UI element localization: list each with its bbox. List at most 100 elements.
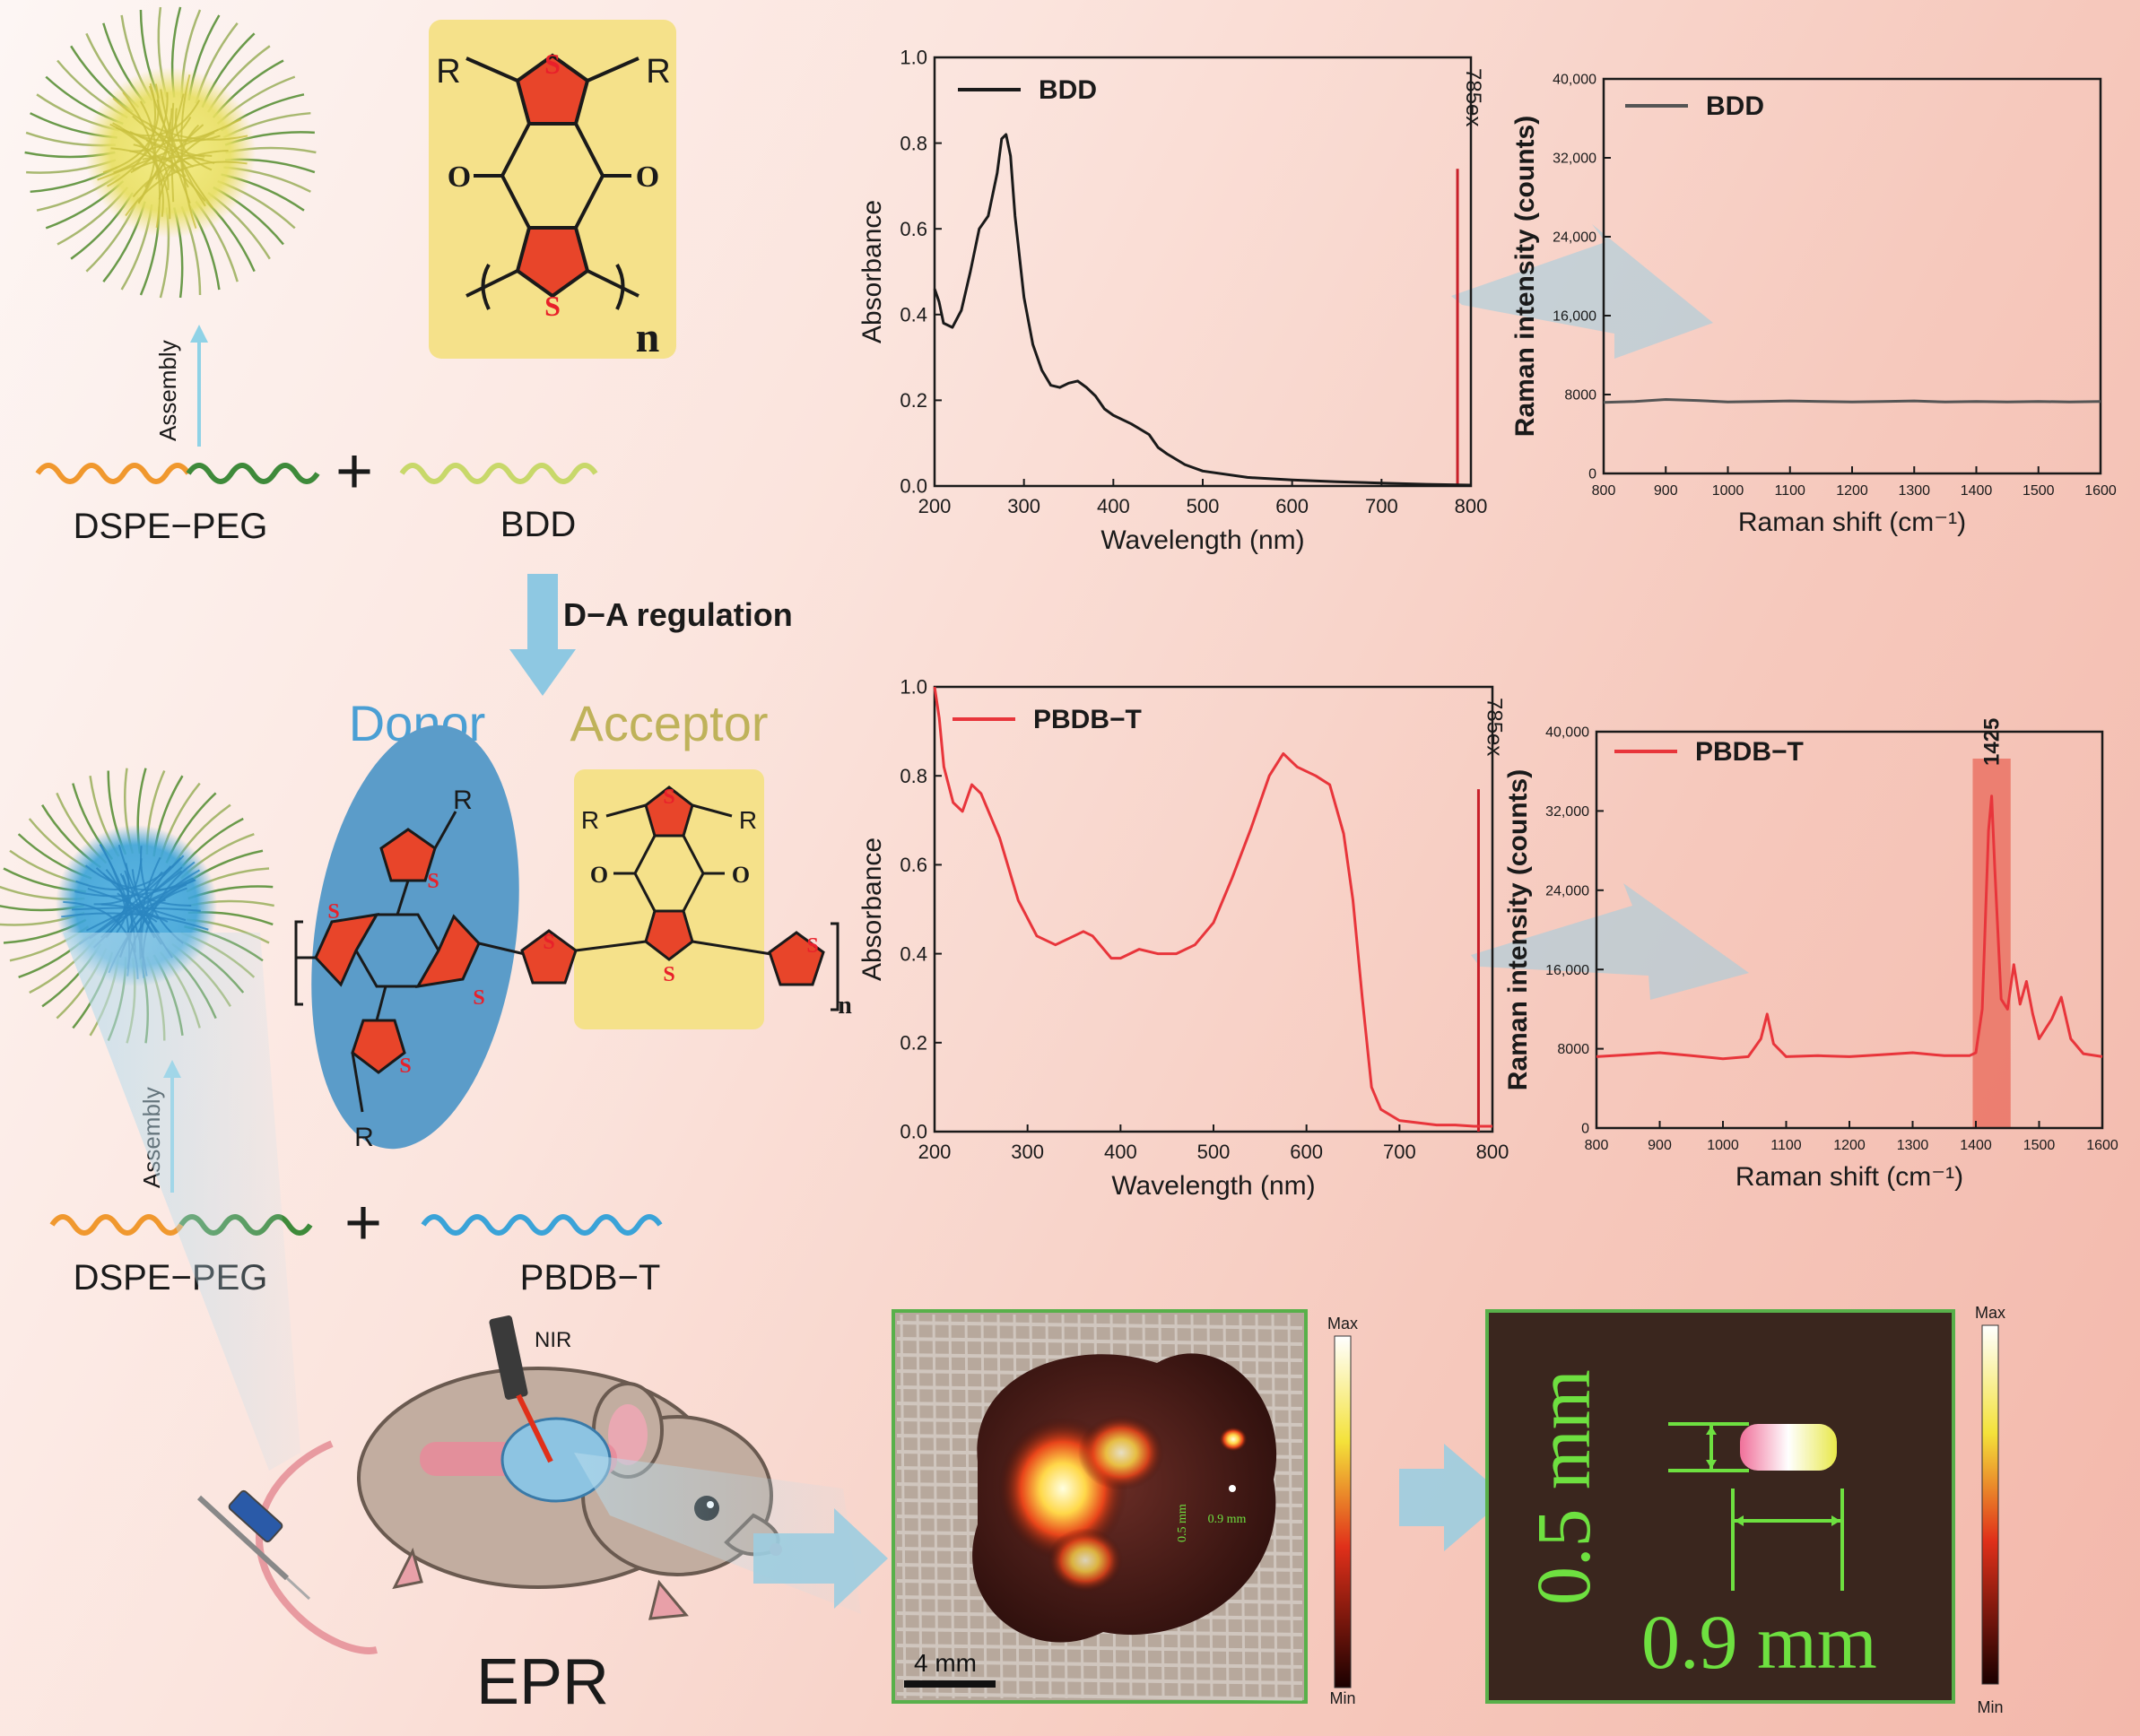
x-tick-label: 1500 bbox=[2023, 1138, 2056, 1153]
y-tick-label: 0 bbox=[1581, 1122, 1589, 1137]
y-axis-label: Raman intensity (counts) bbox=[1503, 769, 1533, 1090]
y-tick-label: 1.0 bbox=[900, 676, 927, 699]
peak-label: 1425 bbox=[1980, 718, 2005, 766]
y-axis-label: Absorbance bbox=[857, 200, 887, 343]
x-tick-label: 1200 bbox=[1833, 1138, 1866, 1153]
da-arrowhead bbox=[509, 649, 576, 696]
x-tick-label: 500 bbox=[1187, 495, 1220, 517]
legend-label: PBDB−T bbox=[1033, 705, 1142, 734]
x-tick-label: 400 bbox=[1097, 495, 1130, 517]
y-tick-label: 32,000 bbox=[1545, 804, 1589, 820]
small-scale-0-5: 0.5 mm bbox=[1176, 1504, 1189, 1542]
oxygen-label: O bbox=[448, 161, 471, 194]
y-tick-label: 0.2 bbox=[900, 389, 927, 412]
r-group-label: R bbox=[581, 806, 599, 834]
sulfur-label: S bbox=[427, 870, 439, 893]
x-tick-label: 1600 bbox=[2084, 483, 2117, 499]
x-tick-label: 1000 bbox=[1712, 483, 1744, 499]
sulfur-label: S bbox=[544, 290, 561, 322]
y-tick-label: 8000 bbox=[1564, 388, 1596, 404]
colorbar-1 bbox=[1335, 1336, 1351, 1688]
colorbar-1-max: Max bbox=[1327, 1315, 1358, 1332]
x-tick-label: 1500 bbox=[2023, 483, 2055, 499]
x-tick-label: 1300 bbox=[1898, 483, 1930, 499]
pbdbt-structure: S R S S S R S S R R O O bbox=[286, 712, 852, 1163]
x-tick-label: 200 bbox=[918, 495, 952, 517]
repeat-n-label: n bbox=[636, 314, 660, 361]
acceptor-title: Acceptor bbox=[570, 695, 769, 751]
colorbar-2-max: Max bbox=[1975, 1304, 2005, 1322]
nir-label: NIR bbox=[535, 1328, 571, 1352]
y-tick-label: 40,000 bbox=[1545, 725, 1589, 741]
x-tick-label: 1400 bbox=[1961, 483, 1993, 499]
y-tick-label: 16,000 bbox=[1553, 309, 1596, 325]
bdd-structure: S R R O O S n bbox=[429, 20, 676, 361]
x-axis-label: Raman shift (cm⁻¹) bbox=[1735, 1162, 1963, 1192]
x-tick-label: 900 bbox=[1648, 1138, 1672, 1153]
r-group-label: R bbox=[436, 53, 460, 91]
y-tick-label: 0.0 bbox=[900, 475, 927, 498]
repeat-n-label: n bbox=[838, 992, 852, 1020]
y-tick-label: 0.2 bbox=[900, 1032, 927, 1055]
sulfur-label: S bbox=[806, 934, 818, 958]
y-tick-label: 0.6 bbox=[900, 854, 927, 876]
x-axis-label: Raman shift (cm⁻¹) bbox=[1738, 508, 1966, 537]
y-tick-label: 0 bbox=[1588, 467, 1596, 482]
da-arrow-shaft bbox=[527, 574, 558, 651]
x-tick-label: 1600 bbox=[2086, 1138, 2118, 1153]
big-scale-0-5: 0.5 mm bbox=[1520, 1369, 1606, 1605]
x-tick-label: 800 bbox=[1585, 1138, 1609, 1153]
plot-frame bbox=[935, 57, 1471, 486]
scale-bar-label: 4 mm bbox=[914, 1649, 977, 1677]
assembly-label-1: Assembly bbox=[154, 340, 181, 441]
pbdbt-absorbance-chart: 200 300 400 500 600 700 800 0.0 0.2 0.4 0.6 0.8 1.0 W… bbox=[857, 676, 1509, 1201]
big-scale-0-9: 0.9 mm bbox=[1641, 1599, 1877, 1685]
oxygen-label: O bbox=[590, 862, 608, 888]
x-tick-label: 200 bbox=[918, 1141, 952, 1163]
y-tick-label: 0.4 bbox=[900, 942, 927, 965]
y-tick-label: 40,000 bbox=[1553, 73, 1596, 88]
tumor-photo-panel: 0.5 mm 0.9 mm 4 mm Max Min bbox=[893, 1311, 1358, 1707]
pbdbt-chain bbox=[423, 1217, 660, 1233]
da-regulation-label: D−A regulation bbox=[563, 596, 793, 633]
bdd-label: BDD bbox=[500, 505, 576, 544]
sulfur-label: S bbox=[327, 900, 339, 924]
y-axis-label: Raman intensity (counts) bbox=[1510, 116, 1540, 437]
syringe-icon bbox=[199, 1489, 309, 1599]
legend-label: PBDB−T bbox=[1695, 737, 1804, 767]
y-tick-label: 32,000 bbox=[1553, 152, 1596, 167]
zoom-panel: 0.5 mm 0.9 mm Max Min bbox=[1487, 1304, 2005, 1716]
x-tick-label: 400 bbox=[1104, 1141, 1137, 1163]
oxygen-label: O bbox=[636, 161, 659, 194]
sulfur-label: S bbox=[473, 986, 484, 1010]
raman-signal-hotspot bbox=[1078, 1415, 1164, 1490]
legend-label: BDD bbox=[1706, 91, 1764, 121]
colorbar-2-min: Min bbox=[1977, 1698, 2003, 1716]
y-tick-label: 1.0 bbox=[900, 47, 927, 69]
x-tick-label: 1000 bbox=[1707, 1138, 1739, 1153]
y-tick-label: 0.8 bbox=[900, 765, 927, 787]
plot-frame bbox=[1604, 79, 2101, 473]
y-tick-label: 0.6 bbox=[900, 218, 927, 240]
y-tick-label: 16,000 bbox=[1545, 963, 1589, 978]
x-tick-label: 1400 bbox=[1960, 1138, 1992, 1153]
y-tick-label: 24,000 bbox=[1553, 230, 1596, 246]
legend-label: BDD bbox=[1039, 75, 1097, 105]
x-tick-label: 600 bbox=[1290, 1141, 1323, 1163]
x-tick-label: 300 bbox=[1007, 495, 1040, 517]
mouse-foot bbox=[650, 1583, 686, 1619]
y-axis-label: Absorbance bbox=[857, 838, 887, 981]
x-axis-label: Wavelength (nm) bbox=[1111, 1171, 1315, 1201]
x-tick-label: 1200 bbox=[1836, 483, 1868, 499]
r-group-label: R bbox=[739, 806, 757, 834]
y-tick-label: 0.4 bbox=[900, 304, 927, 326]
pbdbt-label: PBDB−T bbox=[520, 1258, 661, 1298]
injection-beam bbox=[63, 933, 300, 1471]
laser-785-label: 785ex bbox=[1461, 68, 1485, 126]
small-scale-0-9: 0.9 mm bbox=[1208, 1513, 1247, 1526]
x-tick-label: 700 bbox=[1365, 495, 1398, 517]
sulfur-label: S bbox=[544, 48, 561, 80]
assembly-arrowhead-1 bbox=[190, 325, 208, 343]
epr-label: EPR bbox=[476, 1646, 609, 1718]
colorbar-1-min: Min bbox=[1329, 1689, 1355, 1707]
